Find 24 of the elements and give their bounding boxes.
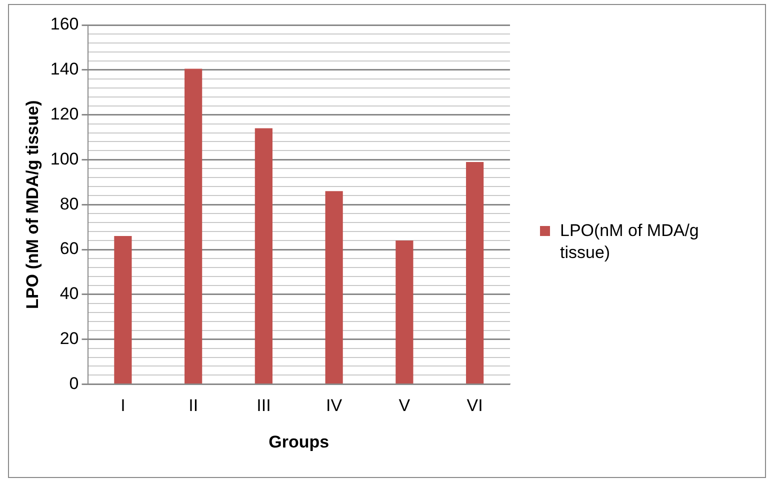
legend-label: LPO(nM of MDA/g tissue)	[560, 220, 700, 264]
y-tick-label: 80	[60, 194, 79, 214]
x-tick-label: IV	[326, 396, 343, 416]
bar	[396, 240, 414, 384]
x-tick-label: III	[256, 396, 271, 416]
bar	[184, 68, 202, 384]
bar	[254, 128, 272, 384]
y-tick-label: 40	[60, 284, 79, 304]
y-tick-label: 120	[50, 104, 79, 124]
y-tick-label: 140	[50, 60, 79, 79]
x-axis-title: Groups	[268, 432, 330, 452]
bar	[466, 162, 484, 384]
bar	[325, 191, 343, 384]
y-tick-label: 100	[50, 149, 79, 168]
x-tick-label: VI	[466, 396, 483, 416]
x-tick-label: I	[120, 396, 126, 416]
x-tick-label: II	[188, 396, 198, 416]
y-axis-title: LPO (nM of MDA/g tissue)	[22, 100, 42, 309]
y-tick-label: 60	[60, 239, 79, 258]
y-tick-label: 20	[60, 328, 79, 348]
y-tick-label: 0	[69, 374, 79, 393]
x-tick-label: V	[398, 396, 411, 416]
y-tick-label: 160	[50, 14, 79, 34]
bar	[114, 236, 132, 384]
